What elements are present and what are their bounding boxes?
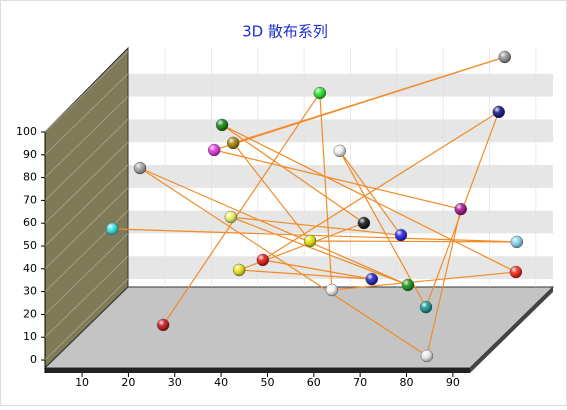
point-shine: [106, 222, 119, 235]
point-shine: [233, 263, 246, 276]
point-shine: [227, 136, 240, 149]
point-shine: [420, 349, 433, 362]
y-tick-label: 100: [16, 125, 37, 138]
grid-line: [44, 96, 129, 178]
x-tick-label: 80: [400, 376, 414, 389]
y-tick-label: 30: [23, 285, 37, 298]
x-tick-label: 20: [121, 376, 135, 389]
y-tick-label: 50: [23, 239, 37, 252]
point-shine: [498, 50, 511, 63]
grid-line: [44, 187, 129, 270]
grid-line: [44, 141, 129, 224]
point-shine: [134, 162, 147, 175]
point-shine: [365, 273, 378, 286]
point-shine: [304, 234, 317, 247]
grid-band: [128, 73, 553, 97]
series-line: [112, 56, 519, 357]
point-shine: [333, 144, 346, 157]
x-tick-label: 60: [307, 376, 321, 389]
grid-line: [44, 278, 129, 361]
grid-line: [44, 50, 129, 133]
point-shine: [401, 279, 414, 292]
chart-title: 3D 散布系列: [242, 23, 328, 41]
point-shine: [394, 229, 407, 242]
point-shine: [357, 216, 370, 229]
x-tick-label: 10: [75, 376, 89, 389]
grid-line: [44, 119, 129, 201]
walls: [43, 46, 555, 373]
point-shine: [510, 235, 523, 248]
y-tick-label: 0: [30, 353, 37, 366]
y-tick-label: 20: [23, 307, 37, 320]
point-shine: [157, 318, 170, 331]
x-tick-label: 30: [168, 376, 182, 389]
point-shine: [256, 253, 269, 266]
y-tick-label: 60: [23, 216, 37, 229]
x-tick-label: 70: [353, 376, 367, 389]
grid-band: [128, 119, 553, 143]
point-shine: [224, 211, 237, 224]
y-tick-label: 80: [23, 171, 37, 184]
grid-line: [44, 73, 129, 156]
grid-band: [128, 165, 553, 188]
floor-side: [470, 287, 553, 373]
grid-line: [44, 255, 129, 338]
x-tick-label: 40: [214, 376, 228, 389]
y-tick-label: 70: [23, 193, 37, 206]
x-tick-label: 50: [260, 376, 274, 389]
floor: [43, 286, 555, 369]
y-tick-label: 40: [23, 262, 37, 275]
x-tick-label: 90: [446, 376, 460, 389]
point-shine: [509, 266, 522, 279]
y-tick-label: 10: [23, 330, 37, 343]
point-shine: [208, 144, 221, 157]
point-shine: [419, 301, 432, 314]
point-shine: [454, 203, 467, 216]
point-shine: [313, 87, 326, 100]
grid-line: [44, 164, 129, 247]
point-shine: [325, 284, 338, 297]
y-tick-label: 90: [23, 148, 37, 161]
floor-edge: [45, 368, 470, 373]
point-shine: [492, 105, 505, 118]
grid-line: [44, 233, 129, 315]
point-shine: [216, 118, 229, 131]
